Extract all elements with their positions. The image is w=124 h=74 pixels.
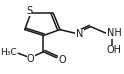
Text: O: O [27,54,35,64]
Text: NH: NH [107,28,122,38]
Text: S: S [26,6,32,17]
Text: N: N [76,29,83,39]
Text: OH: OH [107,45,122,56]
Text: O: O [59,55,66,65]
Text: H₃C: H₃C [0,48,17,57]
